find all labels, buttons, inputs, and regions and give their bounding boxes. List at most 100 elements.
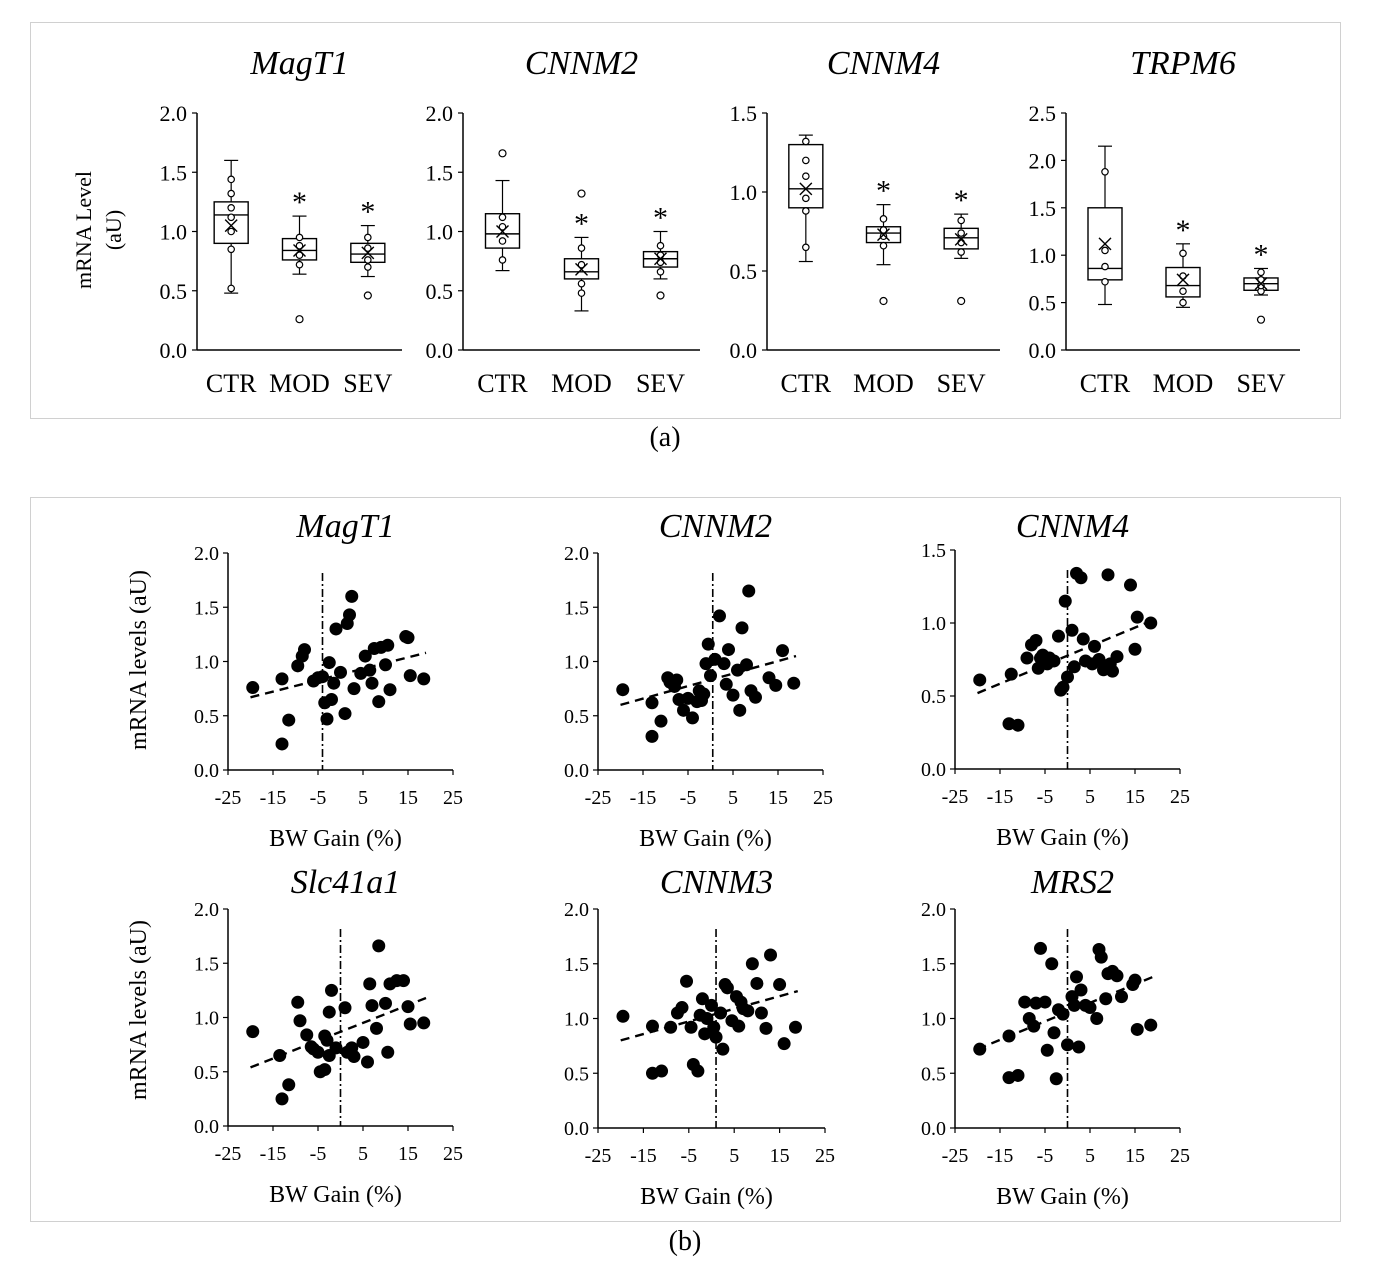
scatter-chart-3: 0.0 0.5 1.0 1.5 2.0 -25 -15 -5 5 15 25 Slc41a1 BW Ga… bbox=[194, 864, 463, 1208]
x-tick-label: -5 bbox=[310, 787, 327, 809]
scatter-point bbox=[787, 676, 801, 690]
scatter-point bbox=[1011, 718, 1025, 732]
scatter-point bbox=[363, 663, 377, 677]
scatter-point bbox=[700, 1012, 714, 1025]
data-point bbox=[802, 172, 810, 181]
significance-star: * bbox=[292, 186, 307, 219]
data-point bbox=[227, 175, 235, 184]
mean-marker bbox=[654, 252, 667, 266]
scatter-point bbox=[293, 1014, 307, 1028]
y-tick-label: 0.0 bbox=[564, 1118, 589, 1140]
scatter-point bbox=[722, 643, 735, 657]
mean-marker bbox=[1098, 237, 1112, 251]
x-tick-label: 15 bbox=[398, 787, 418, 809]
scatter-point bbox=[381, 638, 395, 652]
scatter-point bbox=[1049, 1072, 1063, 1086]
y-tick-label: 2.5 bbox=[1029, 101, 1057, 126]
x-tick-label: -5 bbox=[680, 1145, 697, 1167]
scatter-point bbox=[720, 981, 734, 995]
data-point bbox=[227, 189, 235, 198]
scatter-point bbox=[1115, 990, 1128, 1004]
scatter-point bbox=[318, 1063, 332, 1077]
scatter-point bbox=[750, 976, 764, 990]
box-ctr: CTR bbox=[1080, 145, 1131, 398]
y-tick-label: 2.0 bbox=[564, 543, 589, 565]
chart-title: CNNM3 bbox=[660, 864, 773, 901]
y-tick-label: 0.0 bbox=[194, 1116, 219, 1138]
x-tick-label: 15 bbox=[1125, 1145, 1145, 1167]
data-point bbox=[802, 156, 810, 165]
data-point bbox=[802, 243, 810, 252]
y-tick-label: 1.5 bbox=[921, 540, 946, 562]
data-point bbox=[1257, 268, 1265, 277]
scatter-point bbox=[1088, 639, 1101, 653]
data-point bbox=[577, 260, 586, 269]
y-tick-label: 0.5 bbox=[194, 1062, 219, 1084]
y-tick-label: 1.0 bbox=[921, 613, 946, 635]
scatter-point bbox=[670, 673, 684, 687]
scatter-point bbox=[1099, 992, 1113, 1006]
scatter-point bbox=[379, 996, 392, 1010]
box-ctr: CTR bbox=[206, 159, 257, 398]
x-tick-label: -25 bbox=[942, 786, 969, 808]
scatter-point bbox=[1004, 667, 1018, 681]
y-tick-label: 1.5 bbox=[160, 160, 188, 185]
x-tick-label: 15 bbox=[770, 1145, 790, 1167]
y-tick-label: 0.5 bbox=[564, 706, 589, 728]
y-tick-label: 1.0 bbox=[1029, 243, 1057, 268]
category-label: CTR bbox=[1080, 369, 1131, 398]
y-tick-label: 0.0 bbox=[160, 338, 188, 363]
mean-marker bbox=[877, 228, 890, 242]
y-tick-label: 0.0 bbox=[921, 1118, 946, 1140]
scatter-point bbox=[363, 977, 377, 991]
data-point bbox=[227, 227, 235, 236]
data-point bbox=[364, 263, 372, 271]
scatter-point bbox=[322, 1005, 336, 1019]
scatter-point bbox=[1128, 973, 1142, 987]
outlier-point bbox=[1256, 315, 1266, 324]
category-label: CTR bbox=[781, 369, 832, 398]
significance-star: * bbox=[653, 202, 668, 235]
y-tick-label: 2.0 bbox=[1029, 148, 1057, 173]
scatter-point bbox=[1038, 995, 1052, 1009]
box-ctr: CTR bbox=[477, 149, 528, 398]
x-axis-label: BW Gain (%) bbox=[269, 826, 402, 852]
scatter-point bbox=[709, 1030, 723, 1044]
scatter-point bbox=[372, 695, 386, 709]
significance-star: * bbox=[954, 184, 969, 217]
x-axis-label: BW Gain (%) bbox=[269, 1182, 402, 1208]
scatter-point bbox=[1047, 654, 1061, 668]
scatter-point bbox=[1045, 957, 1059, 971]
chart-title: CNNM4 bbox=[827, 45, 940, 82]
y-tick-label: 0.5 bbox=[564, 1063, 589, 1085]
data-point bbox=[802, 137, 810, 146]
box-chart-2: 0.0 0.5 1.0 1.5 CNNM4 CTR * MOD * SEV bbox=[730, 45, 1000, 398]
scatter-point bbox=[311, 1045, 325, 1059]
y-tick-label: 0.0 bbox=[921, 759, 946, 781]
scatter-point bbox=[788, 1020, 802, 1034]
x-tick-label: 5 bbox=[1085, 786, 1095, 808]
scatter-point bbox=[372, 939, 386, 953]
y-tick-label: 0.5 bbox=[160, 279, 188, 304]
scatter-point bbox=[764, 948, 778, 962]
scatter-point bbox=[732, 1019, 746, 1033]
scatter-chart-5: 0.0 0.5 1.0 1.5 2.0 -25 -15 -5 5 15 25 MRS2 BW Gain … bbox=[921, 864, 1190, 1210]
data-point bbox=[879, 226, 888, 234]
scatter-point bbox=[1083, 1001, 1097, 1015]
category-label: MOD bbox=[1153, 369, 1214, 398]
scatter-point bbox=[338, 707, 352, 721]
y-tick-label: 1.0 bbox=[194, 652, 219, 674]
scatter-point bbox=[1090, 1012, 1104, 1025]
y-tick-label: 2.0 bbox=[426, 101, 454, 126]
scatter-point bbox=[1130, 610, 1144, 624]
scatter-point bbox=[1144, 1018, 1158, 1032]
scatter-point bbox=[645, 696, 659, 710]
scatter-point bbox=[356, 1035, 370, 1049]
category-label: MOD bbox=[551, 369, 612, 398]
scatter-point bbox=[717, 657, 731, 671]
scatter-point bbox=[664, 1020, 678, 1034]
scatter-point bbox=[704, 669, 717, 683]
scatter-point bbox=[291, 995, 305, 1009]
outlier-point bbox=[363, 291, 372, 300]
